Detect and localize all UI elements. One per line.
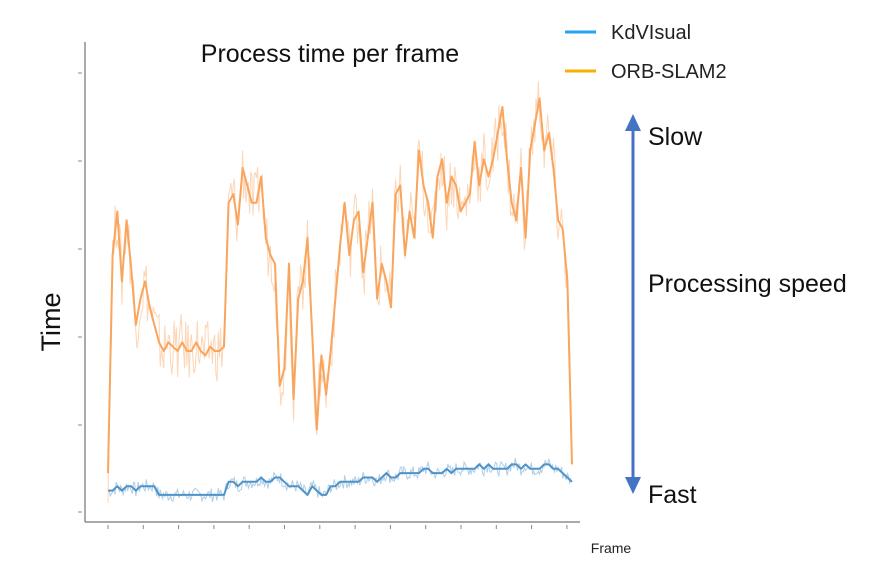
arrow-up-icon bbox=[625, 114, 641, 131]
legend-entry-orb-slam2[interactable]: ORB-SLAM2 bbox=[565, 61, 727, 83]
arrow-down-icon bbox=[625, 477, 641, 494]
x-axis-ticks bbox=[107, 525, 568, 529]
series-noise-orb-slam2 bbox=[107, 81, 572, 504]
legend-label-kdvisual: KdVIsual bbox=[611, 22, 691, 44]
series-line-orb-slam2 bbox=[107, 97, 573, 474]
x-axis bbox=[85, 521, 580, 529]
annotation-fast: Fast bbox=[648, 481, 697, 509]
y-axis-ticks bbox=[78, 72, 82, 513]
legend-entry-kdvisual[interactable]: KdVIsual bbox=[565, 22, 691, 44]
y-axis-label: Time bbox=[36, 293, 66, 352]
speed-annotation: Slow Processing speed Fast bbox=[625, 114, 847, 509]
series-kdvisual bbox=[107, 457, 573, 502]
annotation-processing-speed: Processing speed bbox=[648, 270, 847, 298]
y-axis bbox=[78, 42, 86, 522]
annotation-slow: Slow bbox=[648, 123, 703, 151]
series-orb-slam2 bbox=[107, 81, 573, 504]
legend-label-orb-slam2: ORB-SLAM2 bbox=[611, 61, 727, 83]
series-line-kdvisual bbox=[108, 463, 573, 496]
chart-title: Process time per frame bbox=[201, 40, 459, 68]
x-axis-label: Frame bbox=[591, 540, 632, 556]
legend: KdVIsual ORB-SLAM2 bbox=[565, 22, 727, 83]
plot-series bbox=[107, 81, 573, 504]
